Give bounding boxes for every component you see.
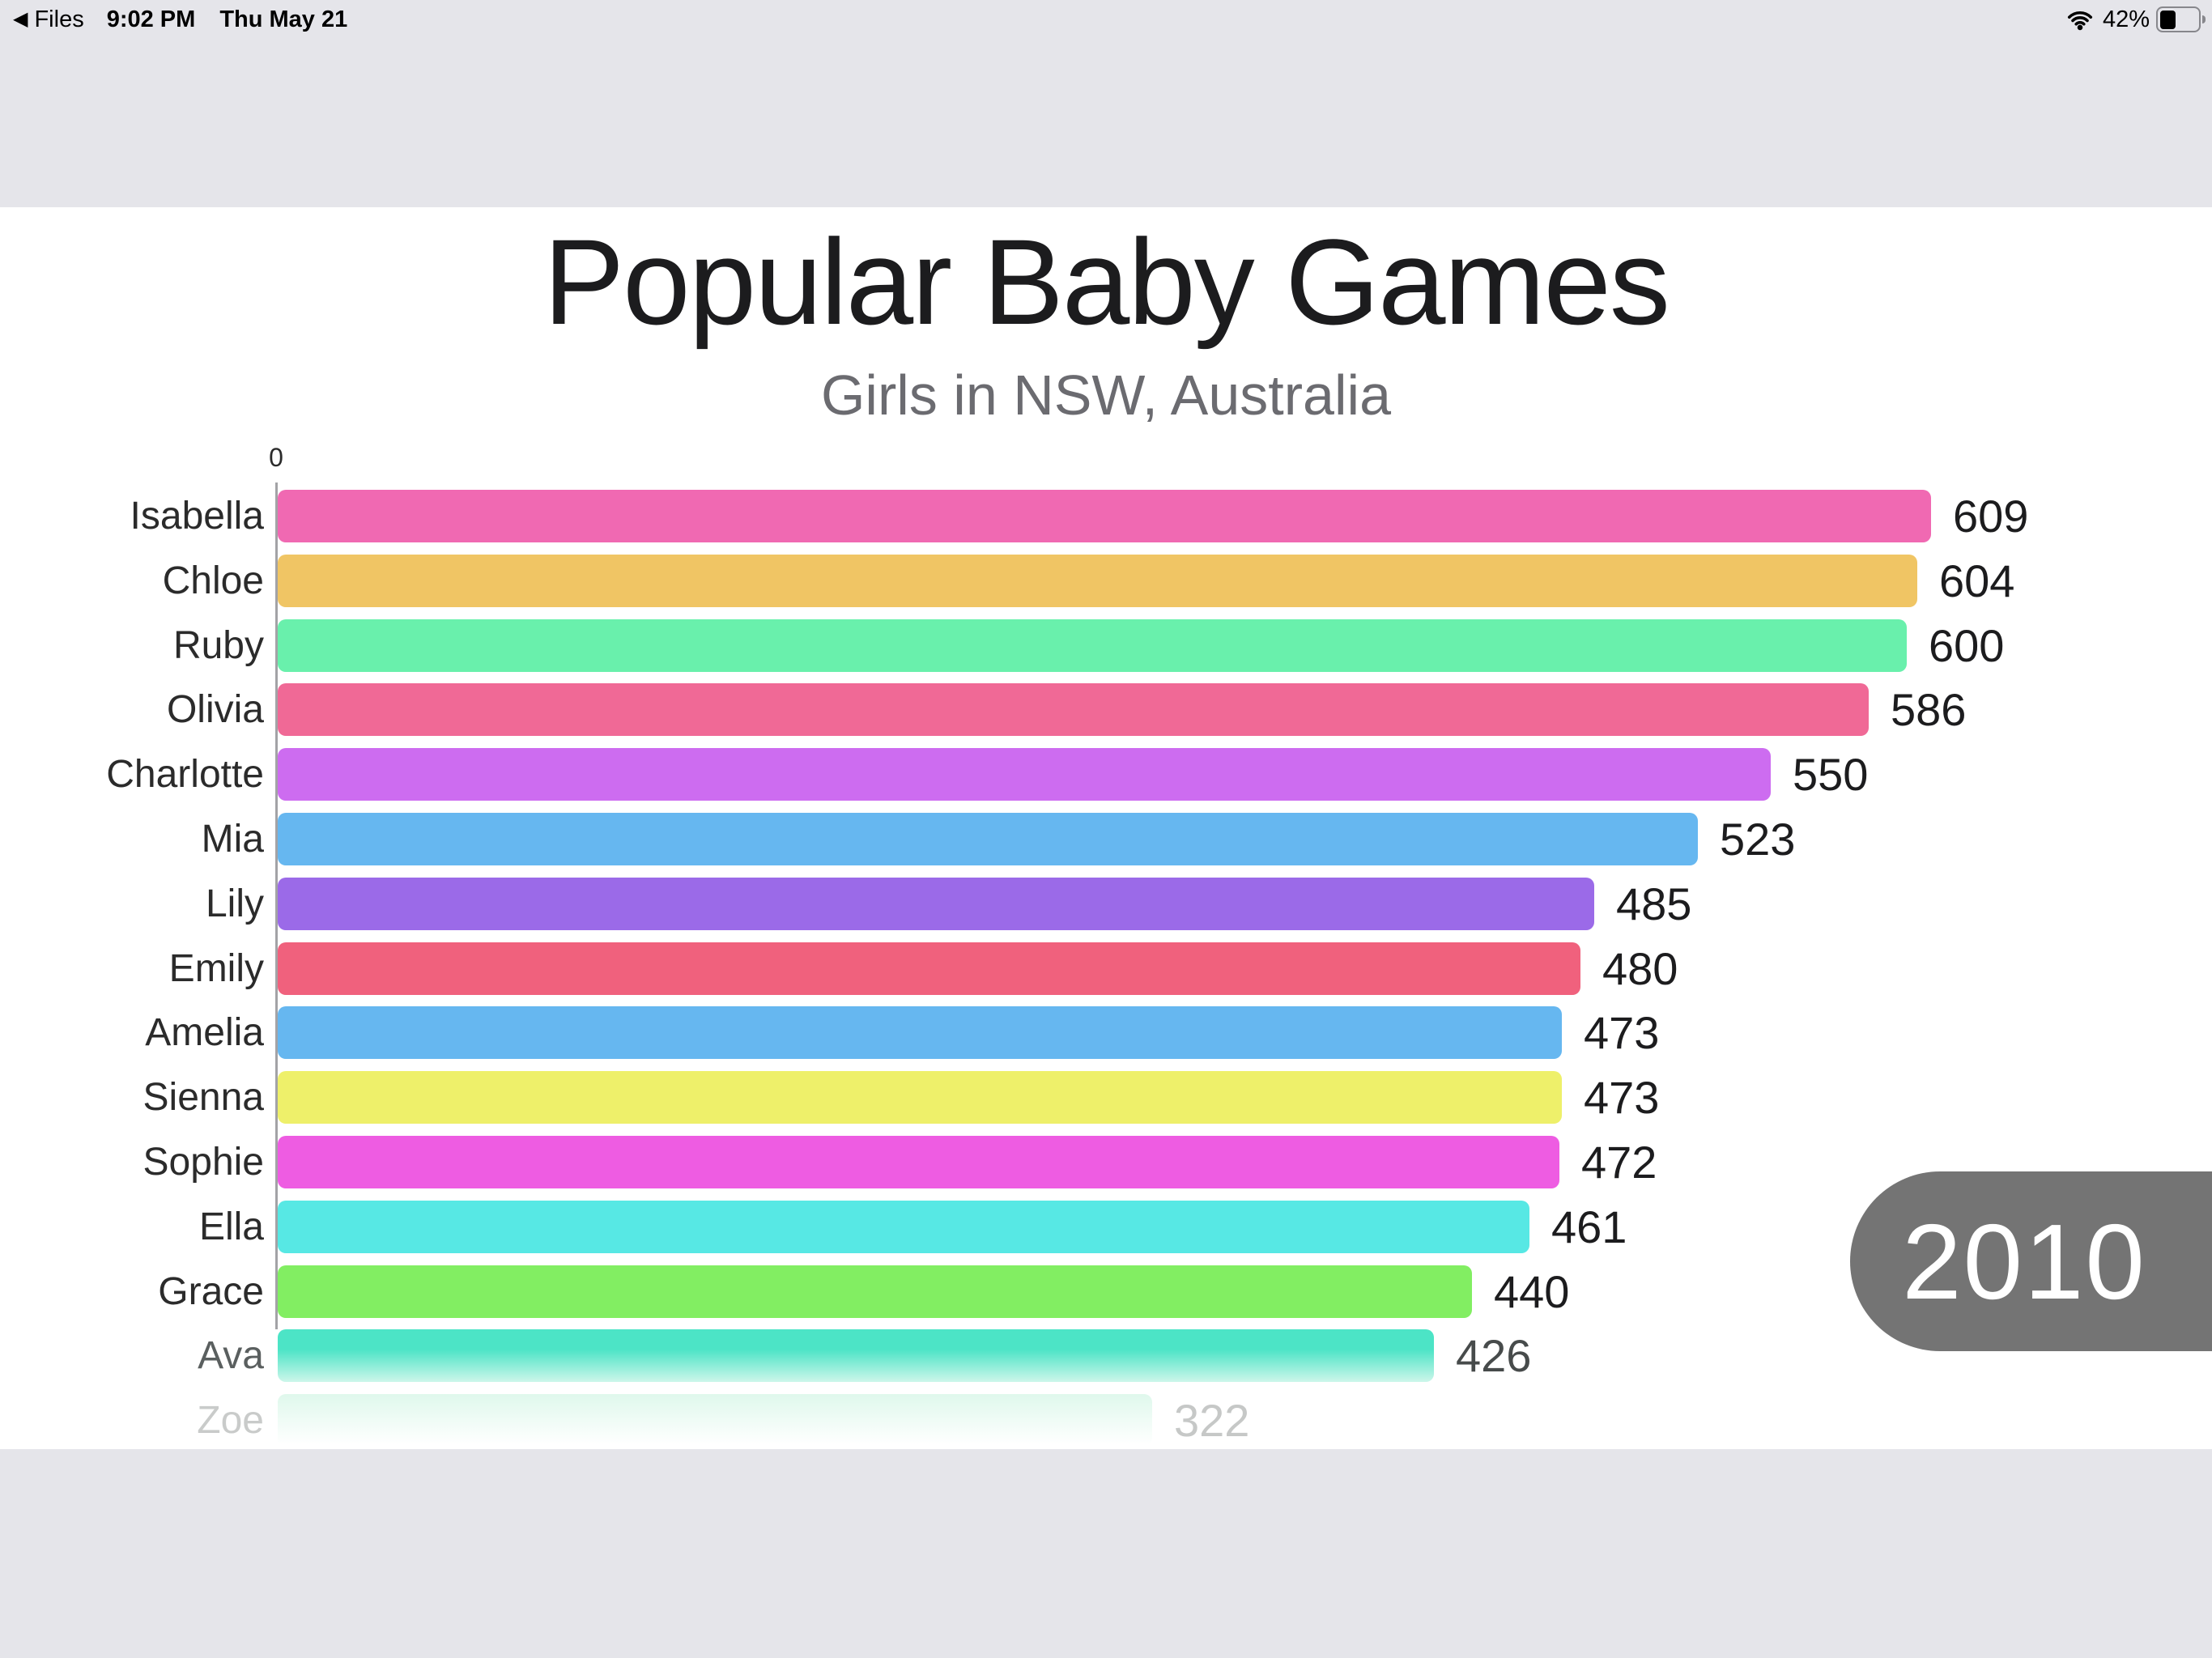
back-triangle-icon: ◀ — [13, 8, 28, 30]
bar — [278, 1071, 1562, 1124]
bar-label: Grace — [158, 1270, 264, 1313]
bar-label: Emily — [168, 947, 264, 990]
bar-value: 550 — [1793, 749, 1869, 800]
bar-value: 473 — [1584, 1007, 1660, 1058]
bar-value: 600 — [1929, 620, 2005, 671]
bar-label: Sophie — [143, 1141, 264, 1184]
bar-value: 440 — [1494, 1266, 1570, 1317]
bar-row: Ava 426 — [0, 1329, 2212, 1382]
chart-title: Popular Baby Games — [543, 214, 1670, 350]
year-badge: 2010 — [1850, 1171, 2212, 1351]
bar — [278, 490, 1931, 542]
back-to-app-button[interactable]: ◀ Files — [13, 0, 84, 39]
bar — [278, 1201, 1529, 1253]
bar-label: Charlotte — [106, 753, 264, 796]
bar-value: 609 — [1953, 491, 2029, 542]
battery-percent-label: 42% — [2102, 6, 2150, 32]
bar-value: 523 — [1720, 814, 1796, 865]
bar — [278, 942, 1580, 995]
bar-label: Olivia — [166, 688, 264, 731]
bar-row: Ruby 600 — [0, 619, 2212, 672]
clock-label: 9:02 PM — [106, 6, 196, 32]
date-label: Thu May 21 — [219, 6, 348, 32]
bar-value: 322 — [1174, 1395, 1250, 1446]
bar-label: Amelia — [145, 1011, 264, 1054]
bar-value: 426 — [1456, 1330, 1532, 1381]
bar-label: Ella — [198, 1205, 264, 1248]
battery-fill — [2159, 10, 2176, 29]
bar-row: Ella 461 — [0, 1201, 2212, 1253]
bar — [278, 683, 1869, 736]
status-bar-right: 42% — [2065, 0, 2206, 39]
bar-label: Mia — [201, 818, 264, 861]
status-bar: ◀ Files 9:02 PM Thu May 21 42% — [0, 0, 2212, 39]
bar — [278, 555, 1917, 607]
bar — [278, 813, 1698, 865]
bar — [278, 619, 1907, 672]
bar-row: Zoe 322 — [0, 1394, 2212, 1447]
bar-value: 485 — [1616, 878, 1692, 929]
bar-label: Isabella — [130, 495, 264, 538]
bar — [278, 1136, 1559, 1188]
bar-row: Amelia 473 — [0, 1006, 2212, 1059]
bar-row: Isabella 609 — [0, 490, 2212, 542]
back-app-label: Files — [34, 6, 84, 32]
bar-row: Olivia 586 — [0, 683, 2212, 736]
bar-row: Charlotte 550 — [0, 748, 2212, 801]
battery-tip — [2202, 15, 2206, 23]
bar — [278, 1394, 1152, 1447]
bar-value: 473 — [1584, 1072, 1660, 1123]
chart-subtitle: Girls in NSW, Australia — [820, 363, 1392, 427]
bar — [278, 1329, 1434, 1382]
bar-row: Mia 523 — [0, 813, 2212, 865]
bar — [278, 1006, 1562, 1059]
bar-value: 472 — [1581, 1137, 1657, 1188]
bar-label: Sienna — [143, 1076, 264, 1119]
bar-row: Chloe 604 — [0, 555, 2212, 607]
bar-label: Ava — [198, 1334, 264, 1377]
bar-label: Ruby — [172, 624, 264, 667]
battery-icon — [2156, 6, 2201, 32]
bar-value: 461 — [1551, 1201, 1627, 1252]
y-axis-line — [275, 483, 278, 1329]
bar-value: 604 — [1939, 555, 2015, 606]
bar-value: 480 — [1602, 943, 1678, 994]
bar-value: 586 — [1891, 684, 1967, 735]
bar-row: Lily 485 — [0, 878, 2212, 930]
x-axis-origin-tick-label: 0 — [269, 443, 283, 472]
bar — [278, 1265, 1472, 1318]
bottom-letterbox-band — [0, 1449, 2212, 1658]
bar — [278, 878, 1594, 930]
bar-row: Sophie 472 — [0, 1136, 2212, 1188]
bar-row: Sienna 473 — [0, 1071, 2212, 1124]
bar — [278, 748, 1771, 801]
status-bar-left: ◀ Files 9:02 PM Thu May 21 — [13, 0, 347, 39]
wifi-icon — [2067, 11, 2093, 31]
bar-label: Chloe — [162, 559, 264, 602]
bar-label: Zoe — [197, 1399, 264, 1442]
bar-label: Lily — [205, 882, 264, 925]
top-status-band — [0, 0, 2212, 207]
bar-row: Emily 480 — [0, 942, 2212, 995]
bar-row: Grace 440 — [0, 1265, 2212, 1318]
year-badge-label: 2010 — [1902, 1201, 2146, 1321]
